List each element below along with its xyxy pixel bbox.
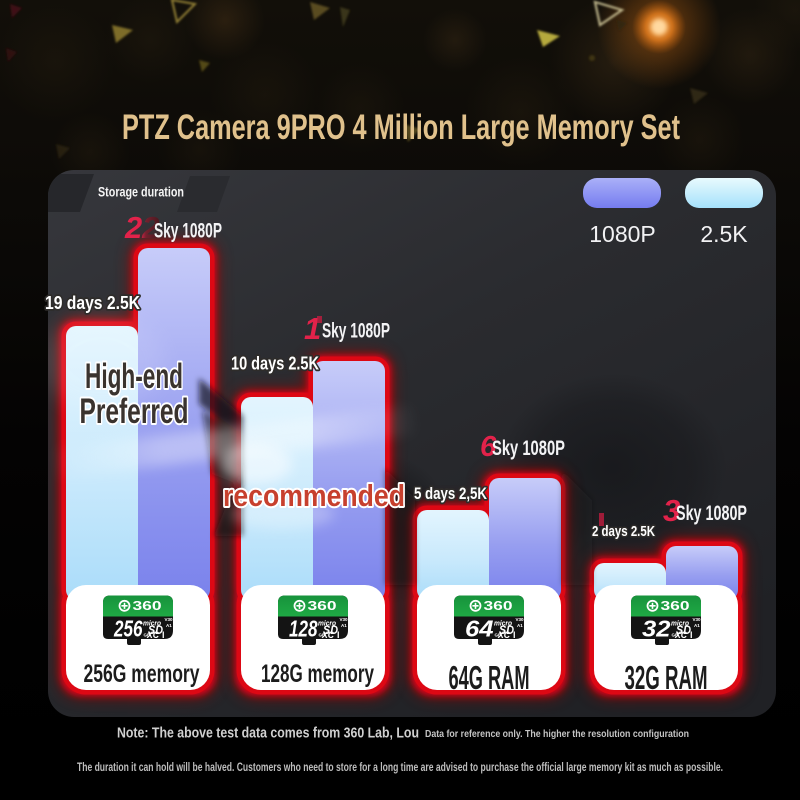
svg-text:PTZ Camera 9PRO 4 Million Larg: PTZ Camera 9PRO 4 Million Large Memory S… — [122, 107, 680, 147]
svg-text:Preferred: Preferred — [80, 392, 189, 431]
svg-text:GB: GB — [495, 633, 503, 638]
svg-text:micro: micro — [143, 619, 161, 628]
svg-text:6: 6 — [480, 431, 497, 463]
svg-text:10 days 2.5K: 10 days 2.5K — [231, 354, 319, 374]
svg-text:GB: GB — [672, 633, 680, 638]
svg-text:A1: A1 — [166, 623, 172, 628]
svg-text:360: 360 — [484, 599, 513, 613]
svg-text:128G memory: 128G memory — [261, 660, 374, 688]
svg-text:I: I — [162, 630, 165, 640]
svg-text:A1: A1 — [517, 623, 523, 628]
svg-text:2.5K: 2.5K — [700, 221, 748, 247]
svg-text:V30: V30 — [516, 617, 525, 622]
svg-text:XC: XC — [497, 630, 510, 640]
svg-text:V30: V30 — [340, 617, 349, 622]
svg-text:Data for reference only. The h: Data for reference only. The higher the … — [425, 728, 689, 740]
svg-text:3: 3 — [663, 493, 680, 528]
svg-text:32G RAM: 32G RAM — [625, 659, 708, 696]
svg-text:V30: V30 — [693, 617, 702, 622]
svg-text:I: I — [690, 630, 693, 640]
svg-text:XC: XC — [146, 630, 159, 640]
svg-text:1: 1 — [304, 311, 321, 346]
svg-text:5 days 2,5K: 5 days 2,5K — [414, 484, 488, 503]
svg-text:I: I — [513, 630, 516, 640]
svg-text:A1: A1 — [694, 623, 700, 628]
svg-text:2 days 2.5K: 2 days 2.5K — [592, 523, 655, 540]
svg-text:256: 256 — [113, 616, 142, 642]
svg-text:SD: SD — [323, 623, 338, 637]
svg-text:micro: micro — [494, 619, 512, 628]
svg-text:Storage duration: Storage duration — [98, 185, 184, 200]
svg-text:360: 360 — [308, 599, 337, 613]
svg-text:XC: XC — [674, 630, 687, 640]
svg-text:A1: A1 — [341, 623, 347, 628]
svg-text:The duration it can hold will: The duration it can hold will be halved.… — [77, 760, 723, 774]
svg-text:256G memory: 256G memory — [84, 660, 200, 688]
svg-text:Sky 1080P: Sky 1080P — [322, 320, 390, 343]
svg-text:32: 32 — [642, 616, 671, 642]
svg-text:GB: GB — [319, 633, 327, 638]
svg-text:micro: micro — [318, 619, 336, 628]
svg-text:64G RAM: 64G RAM — [449, 659, 530, 696]
svg-text:360: 360 — [133, 599, 162, 613]
svg-text:recommended: recommended — [223, 478, 405, 513]
svg-text:Sky 1080P: Sky 1080P — [154, 220, 222, 243]
svg-text:I: I — [337, 630, 340, 640]
svg-text:Note: The above test data come: Note: The above test data comes from 360… — [117, 725, 419, 742]
svg-text:360: 360 — [661, 599, 690, 613]
svg-text:GB: GB — [144, 633, 152, 638]
svg-text:V30: V30 — [165, 617, 174, 622]
svg-text:1080P: 1080P — [589, 221, 656, 247]
svg-text:Sky 1080P: Sky 1080P — [676, 502, 747, 525]
svg-text:High-end: High-end — [85, 357, 183, 396]
svg-text:SD: SD — [148, 623, 163, 637]
svg-text:Sky 1080P: Sky 1080P — [492, 437, 565, 460]
svg-text:SD: SD — [499, 623, 514, 637]
svg-text:22: 22 — [124, 210, 159, 245]
svg-text:64: 64 — [465, 616, 494, 642]
svg-text:19 days 2.5K: 19 days 2.5K — [45, 293, 140, 313]
svg-text:SD: SD — [676, 623, 691, 637]
svg-text:128: 128 — [289, 616, 318, 642]
svg-text:micro: micro — [671, 619, 689, 628]
svg-text:XC: XC — [321, 630, 334, 640]
